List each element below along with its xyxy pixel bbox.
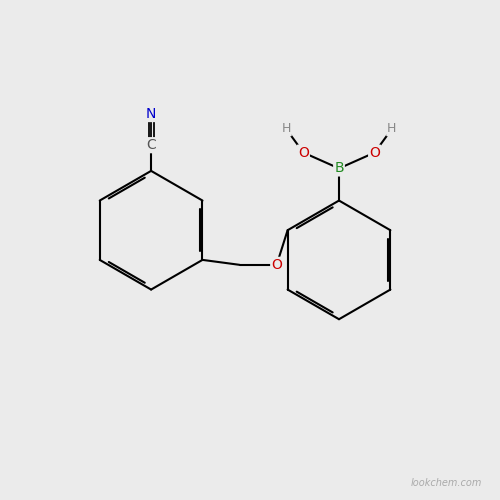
Text: lookchem.com: lookchem.com xyxy=(411,478,482,488)
Text: B: B xyxy=(334,162,344,175)
Text: N: N xyxy=(146,107,156,121)
Text: O: O xyxy=(369,146,380,160)
Text: O: O xyxy=(298,146,309,160)
Text: H: H xyxy=(282,122,291,136)
Text: H: H xyxy=(387,122,396,136)
Text: C: C xyxy=(146,138,156,152)
Text: O: O xyxy=(271,258,282,272)
